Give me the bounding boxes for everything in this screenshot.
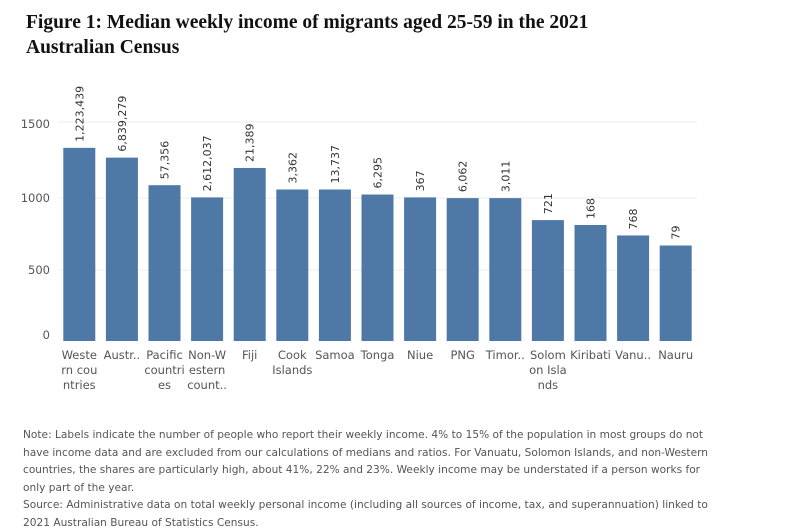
data-label-13: 768: [627, 208, 640, 229]
data-label-10: 3,011: [499, 161, 512, 193]
x-tick-label-3-1: estern: [189, 363, 225, 377]
bar-1: [105, 157, 138, 341]
data-label-2: 57,356: [159, 141, 172, 180]
bar-8: [404, 197, 437, 341]
y-tick-label-1500: 1500: [21, 117, 50, 131]
data-label-9: 6,062: [457, 161, 470, 193]
y-tick-label-500: 500: [28, 263, 50, 277]
data-label-14: 79: [670, 226, 683, 240]
bar-0: [63, 147, 96, 341]
chart-title-line-1: Figure 1: Median weekly income of migran…: [26, 12, 589, 33]
x-tick-label-0-1: rn cou: [61, 363, 97, 377]
x-tick-label-14-0: Nauru: [658, 348, 693, 362]
chart-note: Note: Labels indicate the number of peop…: [23, 427, 723, 532]
bar-13: [617, 235, 650, 341]
bar-4: [233, 167, 266, 341]
x-tick-label-12-0: Kiribati: [570, 348, 611, 362]
data-label-1: 6,839,279: [116, 96, 129, 152]
note-text: Note: Labels indicate the number of peop…: [23, 429, 708, 494]
data-label-0: 1,223,439: [73, 86, 86, 142]
x-tick-label-5-0: Cook: [278, 348, 307, 362]
x-tick-label-7-0: Tonga: [360, 348, 395, 362]
x-tick-label-1-0: Austr..: [104, 348, 141, 362]
bar-9: [446, 198, 479, 341]
x-tick-label-11-2: nds: [538, 378, 559, 392]
bar-chart: 0 500 1000 1500 1,223,439 Western countries 6,…: [21, 86, 697, 392]
chart-title: Figure 1: Median weekly income of migran…: [26, 10, 726, 60]
bar-6: [318, 189, 351, 341]
x-tick-label-3-2: count..: [187, 378, 227, 392]
x-tick-label-5-1: Islands: [272, 363, 312, 377]
x-tick-label-4-0: Fiji: [242, 348, 257, 362]
data-label-11: 721: [542, 193, 555, 214]
bar-5: [276, 189, 309, 341]
x-tick-label-13-0: Vanu..: [615, 348, 651, 362]
data-label-7: 6,295: [372, 157, 385, 189]
y-tick-label-1000: 1000: [21, 191, 50, 205]
x-tick-label-0-2: ntries: [63, 378, 96, 392]
data-label-4: 21,389: [244, 123, 257, 162]
bar-12: [574, 224, 607, 341]
y-tick-label-0: 0: [43, 328, 50, 342]
bar-7: [361, 194, 394, 341]
source-text: Source: Administrative data on total wee…: [23, 499, 708, 529]
x-tick-label-3-0: Non-W: [188, 348, 226, 362]
chart-title-line-2: Australian Census: [26, 37, 180, 58]
x-tick-label-9-0: PNG: [450, 348, 474, 362]
data-label-5: 3,362: [286, 152, 299, 184]
x-tick-label-11-0: Solom: [530, 348, 566, 362]
x-tick-label-2-1: countri: [144, 363, 184, 377]
bar-2: [148, 185, 181, 341]
x-tick-label-8-0: Niue: [407, 348, 433, 362]
x-tick-label-11-1: on Isla: [529, 363, 567, 377]
bar-10: [489, 198, 522, 341]
bar-11: [531, 220, 564, 341]
x-tick-label-6-0: Samoa: [315, 348, 355, 362]
x-tick-label-10-0: Timor..: [485, 348, 525, 362]
data-label-12: 168: [585, 198, 598, 219]
data-label-8: 367: [414, 170, 427, 191]
bar-3: [191, 197, 224, 341]
x-tick-label-2-0: Pacific: [146, 348, 183, 362]
bar-14: [659, 245, 692, 341]
data-label-6: 13,737: [329, 145, 342, 184]
data-label-3: 2,612,037: [201, 135, 214, 191]
x-tick-label-0-0: Weste: [62, 348, 97, 362]
x-tick-label-2-2: es: [158, 378, 171, 392]
